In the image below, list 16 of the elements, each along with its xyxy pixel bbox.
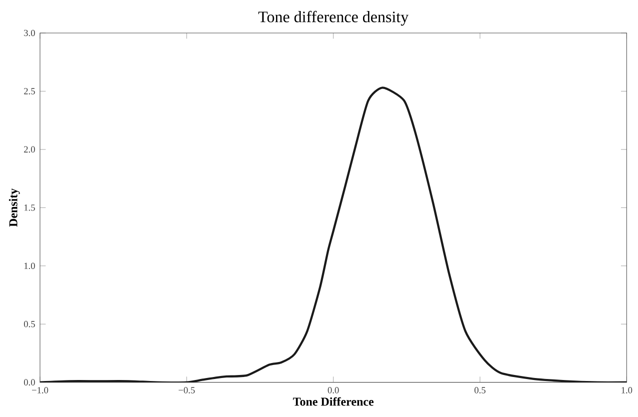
y-tick-label: 2.0 <box>24 146 35 153</box>
y-tick-label: 1.5 <box>24 204 35 211</box>
x-tick-label: 0.5 <box>474 387 486 394</box>
y-tick-label: 0.5 <box>24 320 35 328</box>
y-tick-label: 1.0 <box>24 262 35 270</box>
y-tick-label: 3.0 <box>24 30 35 36</box>
x-axis-title: Tone Difference <box>293 397 374 406</box>
x-tick-label: 1.0 <box>622 387 632 394</box>
y-tick-label: 0.0 <box>24 379 35 386</box>
x-tick-label: 0.0 <box>328 387 339 394</box>
y-tick-label: 2.5 <box>24 88 35 94</box>
x-tick-label: −1.0 <box>32 387 48 394</box>
chart-title: Tone difference density <box>258 10 409 26</box>
x-tick-label: −0.5 <box>178 387 195 394</box>
line-series <box>40 86 627 382</box>
y-axis-title: Density <box>8 188 20 227</box>
